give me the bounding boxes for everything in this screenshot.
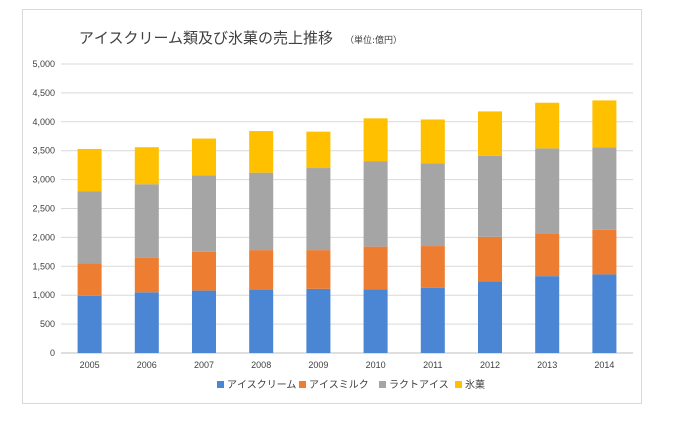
- legend-swatch: [379, 381, 386, 388]
- legend-label: ラクトアイス: [389, 379, 449, 391]
- bar-segment: [134, 184, 159, 258]
- bar-segment: [477, 155, 503, 237]
- bar-segment: [420, 163, 445, 247]
- y-axis-ticks: 0 500 1,000 1,500 2,000 2,500 3,000 3,500 4,000 4…: [32, 59, 55, 358]
- bar-segment: [77, 191, 102, 264]
- x-tick-label: 2007: [194, 360, 214, 370]
- bar-segment: [249, 131, 274, 173]
- legend-swatch: [217, 381, 224, 388]
- bar-segment: [306, 168, 331, 251]
- bar-segment: [134, 147, 159, 185]
- bar-segment: [535, 102, 560, 149]
- bar-segment: [363, 161, 388, 247]
- legend-label: アイスクリーム: [227, 379, 296, 391]
- bar-segment: [592, 229, 617, 275]
- x-axis-ticks: 2005 2006 2007 2008 2009 2010 2011 2012 2013 2014: [80, 360, 615, 370]
- bar-segment: [420, 246, 445, 288]
- legend-label: 氷菓: [465, 378, 485, 391]
- bar-segment: [191, 251, 217, 291]
- bar-segment: [306, 250, 331, 289]
- legend-item: アイスクリーム: [217, 379, 296, 391]
- bar-segment: [477, 111, 503, 156]
- y-tick-label: 1,000: [32, 290, 55, 300]
- bar-segment: [420, 119, 445, 164]
- bar-segment: [535, 233, 560, 277]
- bar-segment: [134, 257, 159, 293]
- y-tick-label: 3,000: [32, 175, 55, 185]
- chart-frame: アイスクリーム類及び氷菓の売上推移 （単位:億円） 0 500 1,000 1,500…: [22, 9, 642, 404]
- bar-segment: [134, 292, 159, 353]
- x-tick-label: 2014: [594, 360, 614, 370]
- bar-segment: [535, 276, 560, 353]
- bars: [77, 100, 617, 353]
- bar-segment: [249, 250, 274, 290]
- y-tick-label: 4,500: [32, 88, 55, 98]
- bar-segment: [191, 175, 217, 252]
- bar-segment: [363, 246, 388, 290]
- legend-swatch: [299, 381, 306, 388]
- x-tick-label: 2008: [251, 360, 271, 370]
- y-tick-label: 2,500: [32, 204, 55, 214]
- bar-segment: [191, 290, 217, 353]
- legend: アイスクリーム アイスミルク ラクトアイス 氷菓: [217, 378, 485, 391]
- bar-segment: [249, 289, 274, 353]
- bar-segment: [77, 295, 102, 353]
- legend-swatch: [455, 381, 462, 388]
- legend-item: アイスミルク: [299, 379, 369, 391]
- x-tick-label: 2006: [137, 360, 157, 370]
- chart-title: アイスクリーム類及び氷菓の売上推移: [79, 29, 333, 47]
- legend-item: 氷菓: [455, 378, 485, 391]
- bar-segment: [77, 263, 102, 296]
- y-tick-label: 500: [40, 319, 55, 329]
- bar-segment: [77, 148, 102, 192]
- y-tick-label: 3,500: [32, 146, 55, 156]
- bar-segment: [363, 289, 388, 353]
- bar-segment: [191, 138, 217, 176]
- x-tick-label: 2013: [537, 360, 557, 370]
- x-tick-label: 2010: [366, 360, 386, 370]
- bar-segment: [363, 118, 388, 162]
- y-tick-label: 0: [50, 348, 55, 358]
- bar-segment: [477, 281, 503, 353]
- bar-segment: [249, 172, 274, 251]
- bar-segment: [592, 147, 617, 230]
- bar-segment: [592, 274, 617, 353]
- legend-label: アイスミルク: [309, 379, 369, 391]
- x-tick-label: 2011: [423, 360, 442, 370]
- x-tick-label: 2012: [480, 360, 500, 370]
- bar-segment: [477, 236, 503, 282]
- bar-segment: [306, 131, 331, 169]
- y-tick-label: 4,000: [32, 117, 55, 127]
- x-tick-label: 2005: [80, 360, 100, 370]
- legend-item: ラクトアイス: [379, 379, 449, 391]
- bar-segment: [535, 148, 560, 234]
- y-tick-label: 1,500: [32, 261, 55, 271]
- bar-segment: [306, 288, 331, 353]
- stacked-bar-chart: アイスクリーム類及び氷菓の売上推移 （単位:億円） 0 500 1,000 1,500…: [32, 29, 633, 391]
- chart-unit-label: （単位:億円）: [345, 34, 402, 46]
- x-tick-label: 2009: [308, 360, 328, 370]
- y-tick-label: 2,000: [32, 232, 55, 242]
- bar-segment: [592, 100, 617, 148]
- bar-segment: [420, 287, 445, 353]
- y-tick-label: 5,000: [32, 59, 55, 69]
